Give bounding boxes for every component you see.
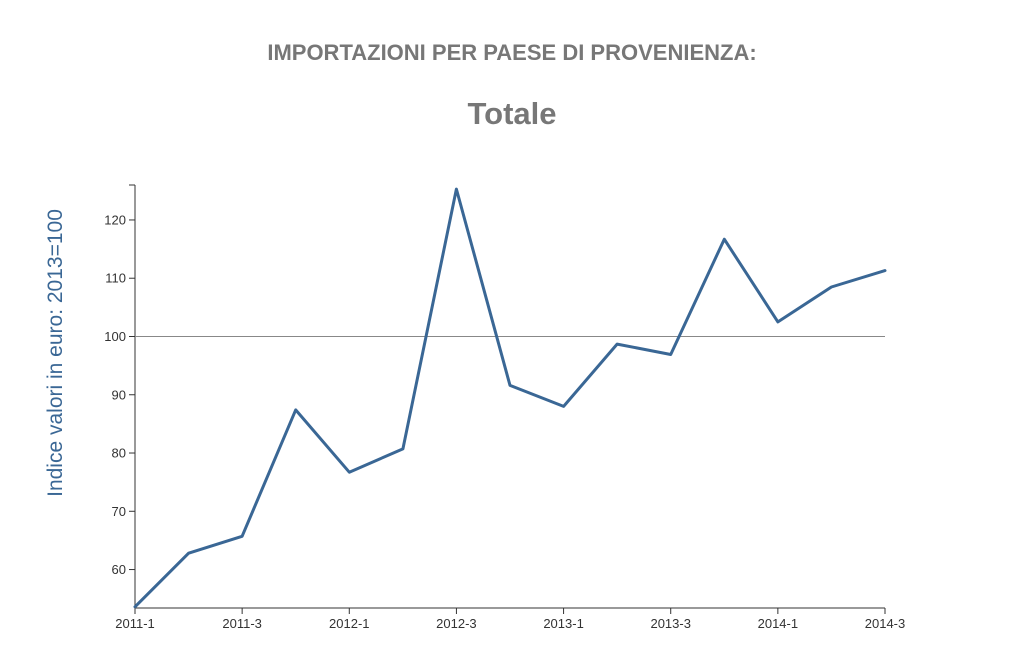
- x-tick-label: 2012-1: [329, 616, 369, 631]
- x-tick-label: 2012-3: [436, 616, 476, 631]
- y-tick-label: 90: [112, 387, 126, 402]
- x-tick-label: 2011-3: [222, 616, 262, 631]
- y-tick-label: 100: [104, 329, 126, 344]
- chart-title: IMPORTAZIONI PER PAESE DI PROVENIENZA:: [267, 40, 756, 65]
- y-tick-label: 110: [105, 271, 126, 286]
- y-tick-label: 60: [112, 562, 126, 577]
- x-tick-label: 2013-1: [543, 616, 583, 631]
- y-tick-label: 80: [112, 446, 126, 461]
- x-tick-label: 2014-1: [758, 616, 798, 631]
- x-tick-label: 2014-3: [865, 616, 905, 631]
- series-line: [133, 187, 887, 609]
- x-tick-label: 2011-1: [115, 616, 155, 631]
- y-tick-label: 70: [112, 504, 126, 519]
- y-tick-label: 120: [104, 212, 126, 227]
- x-tick-label: 2013-3: [650, 616, 690, 631]
- series-group: [133, 187, 887, 609]
- y-axis-label: Indice valori in euro: 2013=100: [44, 209, 67, 497]
- axes: 60 70 80 90 100 110 120 2011-1 2011-3 2012-1 2012-…: [104, 184, 905, 631]
- chart-subtitle: Totale: [468, 96, 557, 131]
